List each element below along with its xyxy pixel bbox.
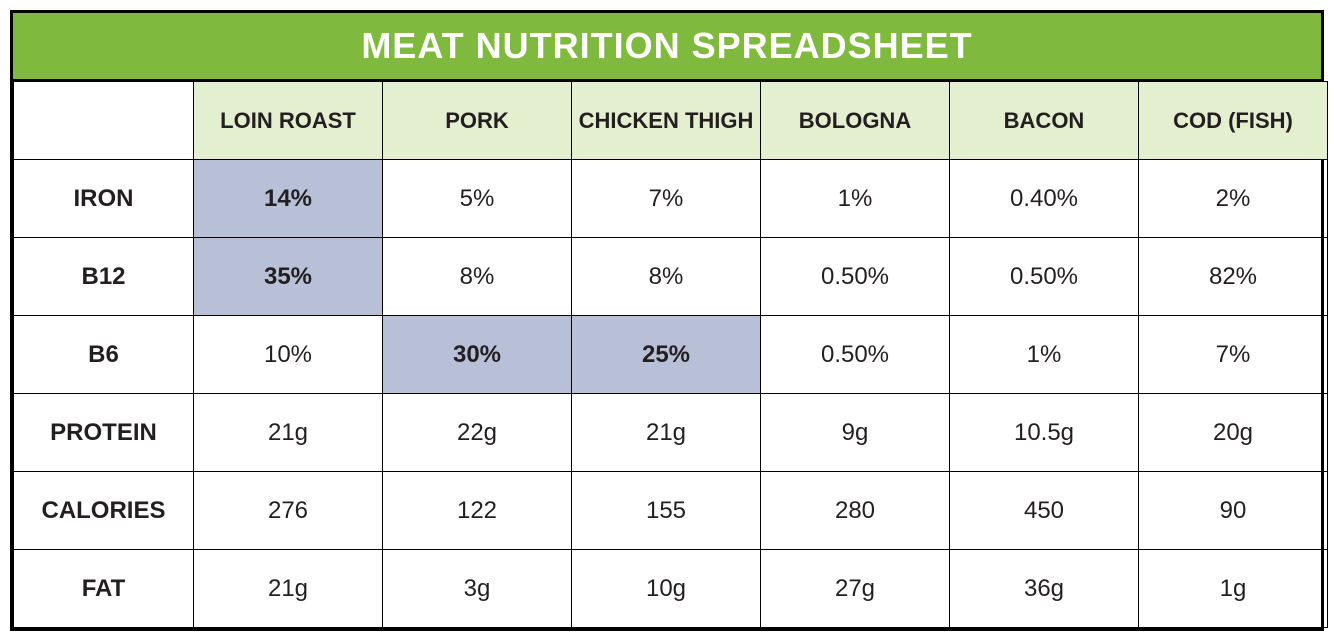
table-cell: 14% bbox=[194, 160, 383, 238]
table-cell: 122 bbox=[383, 472, 572, 550]
table-cell: 9g bbox=[761, 394, 950, 472]
table-row: FAT21g3g10g27g36g1g bbox=[14, 550, 1328, 628]
table-cell: 1% bbox=[950, 316, 1139, 394]
table-cell: 22g bbox=[383, 394, 572, 472]
table-title: MEAT NUTRITION SPREADSHEET bbox=[13, 13, 1321, 81]
table-cell: 7% bbox=[572, 160, 761, 238]
table-cell: 10g bbox=[572, 550, 761, 628]
col-header: BACON bbox=[950, 82, 1139, 160]
table-cell: 0.50% bbox=[761, 238, 950, 316]
nutrition-table-container: MEAT NUTRITION SPREADSHEET LOIN ROAST PO… bbox=[10, 10, 1324, 631]
col-header: CHICKEN THIGH bbox=[572, 82, 761, 160]
table-row: PROTEIN21g22g21g9g10.5g20g bbox=[14, 394, 1328, 472]
col-header: COD (FISH) bbox=[1139, 82, 1328, 160]
table-cell: 5% bbox=[383, 160, 572, 238]
col-header: PORK bbox=[383, 82, 572, 160]
table-cell: 276 bbox=[194, 472, 383, 550]
row-label: B12 bbox=[14, 238, 194, 316]
col-header: LOIN ROAST bbox=[194, 82, 383, 160]
table-cell: 35% bbox=[194, 238, 383, 316]
table-cell: 0.50% bbox=[761, 316, 950, 394]
row-label: FAT bbox=[14, 550, 194, 628]
table-cell: 155 bbox=[572, 472, 761, 550]
row-label: B6 bbox=[14, 316, 194, 394]
row-label: CALORIES bbox=[14, 472, 194, 550]
table-cell: 3g bbox=[383, 550, 572, 628]
table-cell: 21g bbox=[194, 394, 383, 472]
row-label: PROTEIN bbox=[14, 394, 194, 472]
table-cell: 25% bbox=[572, 316, 761, 394]
table-cell: 0.50% bbox=[950, 238, 1139, 316]
table-cell: 2% bbox=[1139, 160, 1328, 238]
table-row: B610%30%25%0.50%1%7% bbox=[14, 316, 1328, 394]
table-cell: 1% bbox=[761, 160, 950, 238]
table-row: IRON14%5%7%1%0.40%2% bbox=[14, 160, 1328, 238]
col-header: BOLOGNA bbox=[761, 82, 950, 160]
header-blank bbox=[14, 82, 194, 160]
table-cell: 450 bbox=[950, 472, 1139, 550]
table-row: B1235%8%8%0.50%0.50%82% bbox=[14, 238, 1328, 316]
table-cell: 7% bbox=[1139, 316, 1328, 394]
table-cell: 21g bbox=[572, 394, 761, 472]
table-cell: 36g bbox=[950, 550, 1139, 628]
table-cell: 1g bbox=[1139, 550, 1328, 628]
table-cell: 8% bbox=[572, 238, 761, 316]
row-label: IRON bbox=[14, 160, 194, 238]
table-cell: 20g bbox=[1139, 394, 1328, 472]
table-cell: 27g bbox=[761, 550, 950, 628]
table-cell: 21g bbox=[194, 550, 383, 628]
table-cell: 10.5g bbox=[950, 394, 1139, 472]
table-cell: 82% bbox=[1139, 238, 1328, 316]
table-cell: 0.40% bbox=[950, 160, 1139, 238]
table-header-row: LOIN ROAST PORK CHICKEN THIGH BOLOGNA BA… bbox=[14, 82, 1328, 160]
table-cell: 280 bbox=[761, 472, 950, 550]
table-cell: 90 bbox=[1139, 472, 1328, 550]
table-body: IRON14%5%7%1%0.40%2%B1235%8%8%0.50%0.50%… bbox=[14, 160, 1328, 628]
table-cell: 30% bbox=[383, 316, 572, 394]
table-cell: 8% bbox=[383, 238, 572, 316]
table-row: CALORIES27612215528045090 bbox=[14, 472, 1328, 550]
table-cell: 10% bbox=[194, 316, 383, 394]
nutrition-table: LOIN ROAST PORK CHICKEN THIGH BOLOGNA BA… bbox=[13, 81, 1328, 628]
